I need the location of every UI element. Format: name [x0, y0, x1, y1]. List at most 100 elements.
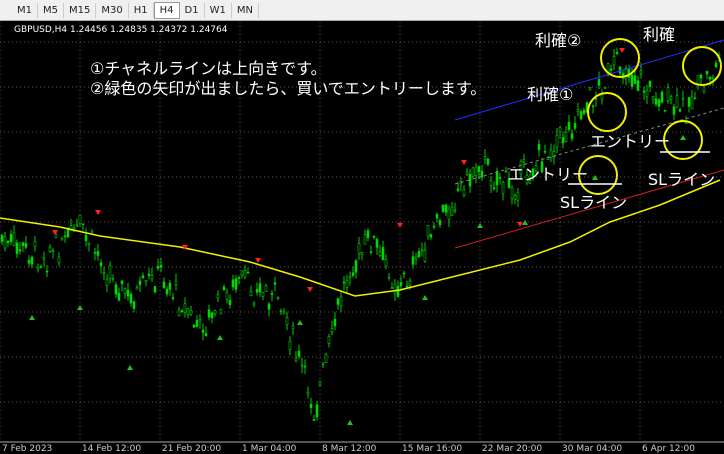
- candle-body: [528, 180, 532, 184]
- annotation: ①チャネルラインは上向きです。: [90, 59, 327, 78]
- candle-body: [552, 151, 556, 158]
- buy-arrow: [680, 135, 686, 140]
- candle: [303, 359, 307, 374]
- candle-body: [555, 135, 559, 148]
- candle-body: [378, 251, 382, 256]
- candle: [642, 86, 646, 100]
- candle-body: [303, 365, 307, 368]
- candle-body: [48, 246, 52, 252]
- candle-body: [204, 333, 208, 337]
- candle: [168, 279, 172, 296]
- candle-body: [429, 234, 433, 238]
- candle-body: [507, 178, 511, 189]
- candle-body: [657, 99, 661, 107]
- candle: [186, 307, 190, 319]
- candle-body: [393, 283, 397, 294]
- candle: [171, 292, 175, 301]
- candle-body: [438, 220, 442, 226]
- candle: [384, 254, 388, 270]
- candle: [87, 242, 91, 252]
- timeframe-button[interactable]: M1: [12, 2, 38, 18]
- candle-body: [489, 180, 493, 186]
- candle: [177, 306, 181, 317]
- candle: [462, 185, 466, 198]
- highlight-circle: [663, 120, 703, 160]
- candle: [678, 107, 682, 113]
- candle-body: [168, 282, 172, 290]
- candle-body: [312, 419, 316, 421]
- x-tick-label: 8 Mar 12:00: [322, 444, 377, 454]
- candle-body: [162, 281, 166, 289]
- timeframe-button[interactable]: M30: [96, 2, 129, 18]
- candle-body: [198, 319, 202, 322]
- candle-body: [336, 298, 340, 305]
- candle: [441, 204, 445, 214]
- candle-body: [420, 249, 424, 252]
- candle-body: [609, 68, 613, 71]
- candle-body: [78, 214, 82, 224]
- candle-body: [114, 284, 118, 295]
- candle-body: [66, 227, 70, 238]
- candle-body: [3, 236, 7, 249]
- candle: [495, 167, 499, 193]
- candle-body: [0, 235, 4, 242]
- candle: [486, 158, 490, 167]
- timeframe-button[interactable]: MN: [232, 2, 259, 18]
- candle: [591, 104, 595, 114]
- candle-body: [579, 111, 583, 120]
- timeframe-button[interactable]: M15: [64, 2, 97, 18]
- candle: [423, 242, 427, 263]
- candle: [396, 280, 400, 298]
- candle: [144, 279, 148, 287]
- candle-body: [648, 80, 652, 87]
- candle-body: [504, 170, 508, 173]
- candle: [681, 90, 685, 107]
- timeframe-button[interactable]: D1: [180, 2, 205, 18]
- candle: [207, 304, 211, 321]
- timeframe-button[interactable]: H4: [153, 1, 180, 19]
- candle: [84, 227, 88, 247]
- candle: [588, 87, 592, 91]
- timeframe-button[interactable]: M5: [38, 2, 64, 18]
- candle-body: [366, 230, 370, 239]
- candle-body: [381, 247, 385, 261]
- buy-arrow: [77, 305, 83, 310]
- candle-body: [423, 249, 427, 262]
- candle-body: [297, 350, 301, 357]
- candle: [498, 172, 502, 185]
- candle-body: [105, 279, 109, 286]
- candle-body: [525, 175, 529, 184]
- candle: [150, 267, 154, 282]
- candle: [597, 71, 601, 90]
- candle: [480, 164, 484, 182]
- candle: [555, 128, 559, 154]
- candle-body: [147, 273, 151, 276]
- candle: [285, 311, 289, 331]
- candle-body: [279, 310, 283, 312]
- candle-body: [246, 271, 250, 274]
- candle-body: [132, 301, 136, 309]
- candle-body: [180, 310, 184, 313]
- timeframe-button[interactable]: H1: [129, 2, 154, 18]
- candle-body: [456, 188, 460, 191]
- candle: [378, 244, 382, 258]
- candle: [138, 276, 142, 293]
- candle-body: [402, 272, 406, 275]
- candle-body: [441, 204, 445, 212]
- candle: [297, 344, 301, 360]
- candle: [315, 400, 319, 421]
- candle: [654, 92, 658, 107]
- candle: [684, 115, 688, 125]
- candle: [30, 255, 34, 268]
- candle-body: [537, 143, 541, 151]
- candle-body: [660, 91, 664, 103]
- candle: [312, 414, 316, 421]
- candle-body: [315, 404, 319, 418]
- timeframe-button[interactable]: W1: [205, 2, 232, 18]
- candle-body: [42, 257, 46, 260]
- candle: [99, 259, 103, 274]
- candle: [696, 75, 700, 90]
- candle: [18, 241, 22, 255]
- candle: [669, 94, 673, 105]
- candle: [489, 176, 493, 193]
